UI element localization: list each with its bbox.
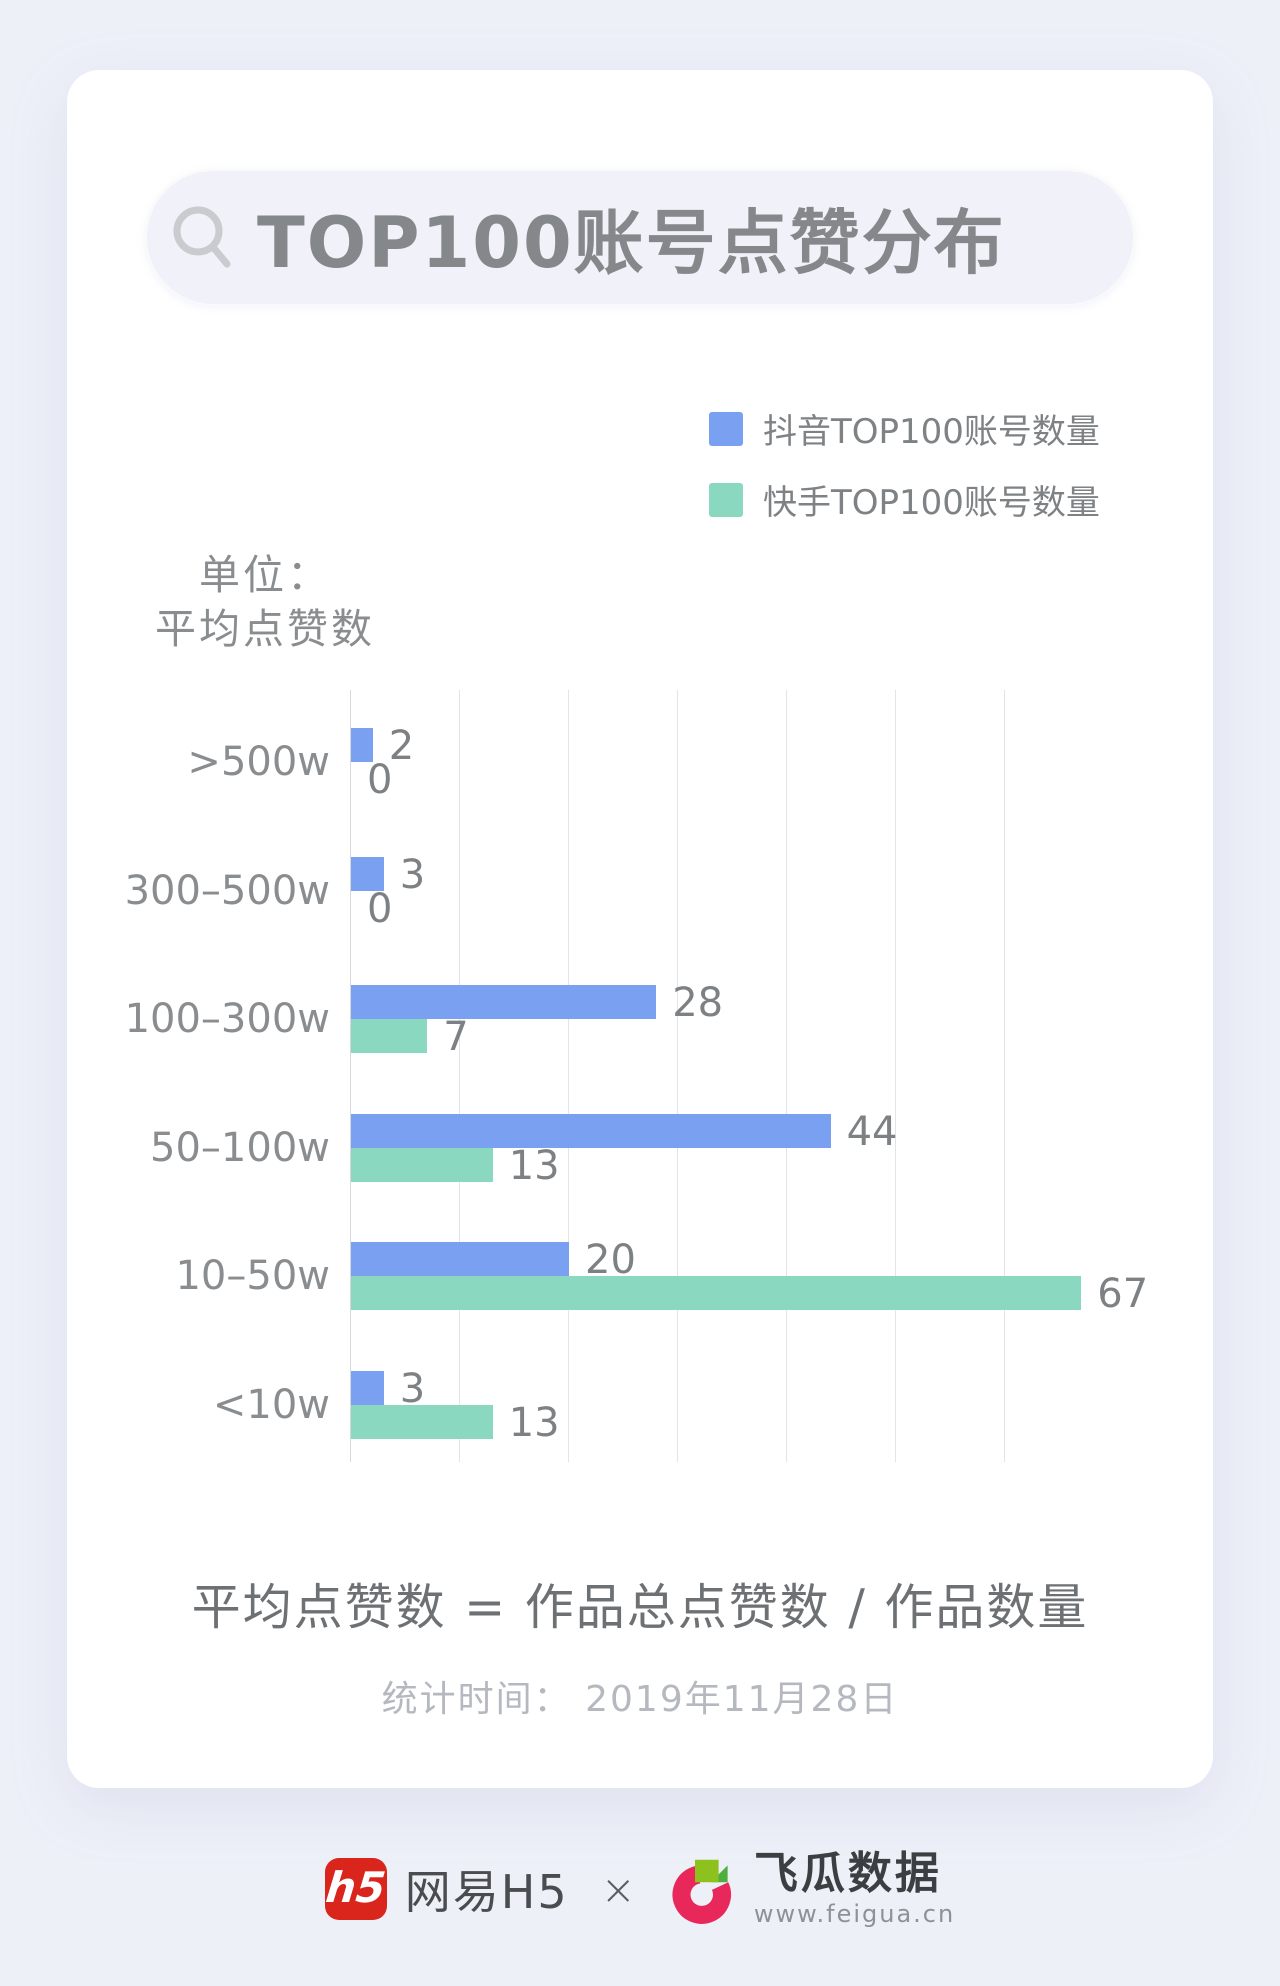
value-label: 28	[672, 980, 724, 1026]
douyin-swatch	[709, 411, 743, 446]
unit-label: 单位： 平均点赞数	[100, 548, 430, 656]
netease-h5-name: 网易H5	[404, 1865, 569, 1919]
value-label: 20	[585, 1237, 636, 1283]
legend-item-kuaishou: 快手TOP100账号数量	[709, 475, 1100, 524]
douyin-bar	[351, 728, 373, 762]
category-label: 50–100w	[150, 1124, 330, 1171]
legend: 抖音TOP100账号数量 快手TOP100账号数量	[709, 404, 1100, 524]
value-label: 7	[443, 1014, 469, 1060]
category-label: 300–500w	[124, 867, 330, 914]
netease-h5-logo[interactable]: h5	[323, 1858, 389, 1920]
feigua-url[interactable]: www.feigua.cn	[753, 1899, 956, 1928]
collab-separator: ×	[600, 1864, 636, 1914]
douyin-bar	[351, 1370, 384, 1405]
douyin-bar	[351, 856, 384, 891]
formula-note: 平均点赞数 = 作品总点赞数 / 作品数量	[191, 1579, 1089, 1636]
search-icon	[173, 206, 231, 267]
netease-h5-logo-text: h5	[323, 1862, 389, 1912]
poster-card: TOP100账号点赞分布 抖音TOP100账号数量 快手TOP100账号数量 单…	[67, 70, 1213, 1788]
category-label: 100–300w	[124, 996, 330, 1042]
value-label: 3	[399, 1365, 426, 1412]
douyin-bar	[351, 1113, 831, 1148]
feigua-logo-icon[interactable]	[668, 1853, 740, 1925]
kuaishou-bar	[351, 1019, 428, 1053]
value-label: 44	[846, 1108, 898, 1155]
kuaishou-bar	[351, 1404, 493, 1439]
footer: h5 网易H5 × 飞瓜数据 www.feigua.cn	[0, 1843, 1280, 1935]
plot-area: 2 0 3 0 28 7 44 13 20 67 3 13	[350, 690, 1148, 1462]
feigua-logo-leaf	[694, 1859, 719, 1883]
douyin-legend-label: 抖音TOP100账号数量	[763, 412, 1100, 452]
search-bar[interactable]: TOP100账号点赞分布	[145, 169, 1135, 306]
value-label: 0	[367, 885, 393, 932]
unit-label-line2: 平均点赞数	[155, 605, 375, 653]
value-label: 13	[508, 1142, 560, 1189]
page-title: TOP100账号点赞分布	[257, 202, 1006, 284]
value-label: 3	[399, 851, 426, 898]
category-label: >500w	[187, 739, 330, 785]
douyin-bar	[351, 1242, 569, 1276]
value-label: 2	[388, 723, 415, 769]
value-label: 67	[1097, 1271, 1149, 1317]
unit-label-line1: 单位：	[199, 551, 331, 599]
value-label: 13	[508, 1399, 560, 1446]
legend-item-douyin: 抖音TOP100账号数量	[709, 404, 1100, 453]
douyin-bar	[351, 985, 657, 1019]
kuaishou-bar	[351, 1276, 1082, 1310]
feigua-name: 飞瓜数据	[753, 1847, 942, 1899]
feigua-text: 飞瓜数据 www.feigua.cn	[753, 1847, 956, 1928]
stat-time: 统计时间： 2019年11月28日	[381, 1679, 899, 1720]
category-label: <10w	[212, 1381, 330, 1428]
value-label: 0	[367, 757, 393, 803]
kuaishou-swatch	[709, 482, 743, 517]
kuaishou-legend-label: 快手TOP100账号数量	[763, 483, 1100, 523]
kuaishou-bar	[351, 1147, 493, 1182]
category-label: 10–50w	[175, 1253, 330, 1299]
